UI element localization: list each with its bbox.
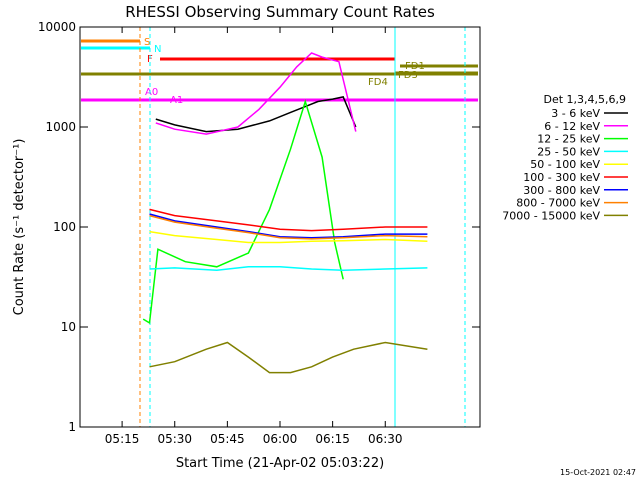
series-line	[149, 341, 428, 374]
flag-bar-label: A0	[145, 87, 158, 98]
chart-title: RHESSI Observing Summary Count Rates	[125, 3, 435, 21]
flag-bar-label: S	[144, 37, 150, 48]
legend-label: 12 - 25 keV	[537, 133, 600, 146]
series-line	[149, 208, 428, 232]
series-line	[142, 98, 344, 325]
series-line	[149, 266, 428, 271]
y-tick-label: 10000	[38, 20, 76, 34]
y-tick-label: 100	[53, 220, 76, 234]
y-tick-label: 1000	[45, 120, 76, 134]
series-group	[142, 52, 428, 374]
y-tick-label: 10	[61, 320, 76, 334]
flag-bar-label: N	[154, 44, 161, 55]
flag-bar-label: FD4	[368, 77, 388, 88]
legend-label: 25 - 50 keV	[537, 145, 600, 158]
legend-title: Det 1,3,4,5,6,9	[543, 93, 626, 106]
y-tick-label: 1	[68, 420, 76, 434]
flag-bar-label: A1	[170, 95, 183, 106]
x-tick-label: 05:30	[157, 432, 192, 446]
x-tick-label: 06:15	[315, 432, 350, 446]
series-line	[155, 52, 357, 135]
y-axis: 1 10 100 1000 10000	[38, 20, 480, 434]
x-tick-label: 06:30	[368, 432, 403, 446]
x-tick-label: 05:45	[210, 432, 245, 446]
x-tick-label: 05:15	[105, 432, 140, 446]
legend-label: 3 - 6 keV	[551, 107, 600, 120]
flag-bars: SNFA0A1FD1FD3FD4	[81, 27, 478, 427]
series-line	[149, 214, 428, 240]
footer-timestamp: 15-Oct-2021 02:47	[560, 468, 636, 477]
legend-label: 800 - 7000 keV	[516, 197, 600, 210]
y-axis-label: Count Rate (s⁻¹ detector⁻¹)	[12, 139, 27, 316]
legend-label: 100 - 300 keV	[523, 171, 600, 184]
flag-bar-label: F	[147, 54, 153, 65]
x-axis: 05:15 05:30 05:45 06:00 06:15 06:30	[105, 27, 403, 446]
x-axis-label: Start Time (21-Apr-02 05:03:22)	[176, 456, 384, 471]
flag-bar-label: FD1	[405, 61, 425, 72]
legend-label: 7000 - 15000 keV	[502, 209, 600, 222]
legend-label: 50 - 100 keV	[530, 158, 600, 171]
legend-label: 6 - 12 keV	[544, 120, 600, 133]
series-line	[149, 230, 428, 244]
series-line	[155, 96, 357, 133]
legend-label: 300 - 800 keV	[523, 184, 600, 197]
x-tick-label: 06:00	[263, 432, 298, 446]
series-line	[149, 213, 428, 239]
